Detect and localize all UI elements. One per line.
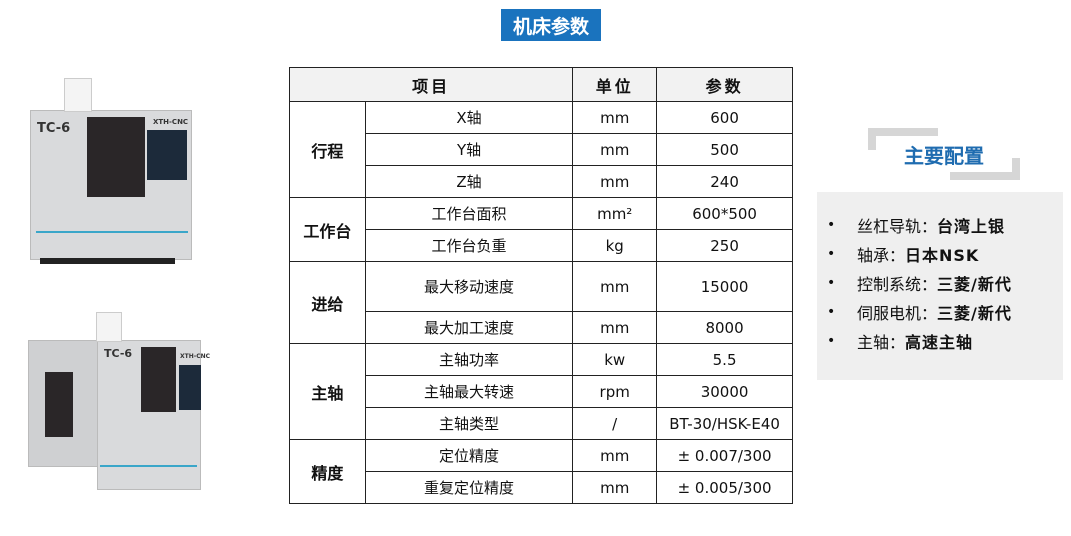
group-label: 行程 (289, 101, 366, 198)
config-value: 三菱/新代 (937, 303, 1012, 323)
table-row: Z轴 mm 240 (290, 165, 793, 198)
value-cell: 15000 (656, 261, 793, 312)
unit-cell: mm (572, 439, 658, 472)
header-value: 参数 (656, 67, 793, 102)
table-row: 行程 X轴 mm 600 (289, 101, 793, 198)
table-row: 进给 最大移动速度 mm 15000 (289, 261, 793, 344)
bracket-decoration (950, 172, 1020, 180)
item-cell: 最大移动速度 (364, 261, 574, 312)
unit-cell: mm (572, 133, 658, 166)
list-item: • 伺服电机： 三菱/新代 (827, 297, 1063, 326)
unit-cell: kw (572, 343, 658, 376)
list-item: • 丝杠导轨： 台湾上银 (827, 210, 1063, 239)
bullet-icon: • (827, 303, 836, 320)
item-cell: 主轴功率 (364, 343, 574, 376)
bullet-icon: • (827, 245, 836, 262)
page-title: 机床参数 (501, 9, 601, 41)
list-item: • 轴承： 日本NSK (827, 239, 1063, 268)
value-cell: ± 0.005/300 (656, 471, 793, 504)
header-unit: 单位 (572, 67, 658, 102)
item-cell: 重复定位精度 (364, 471, 574, 504)
table-header-row: 项目 单位 参数 (288, 67, 793, 102)
config-title: 主要配置 (904, 144, 984, 168)
header-item: 项目 (288, 67, 574, 102)
config-label: 主轴： (857, 332, 906, 352)
group-label: 工作台 (289, 197, 366, 262)
bullet-icon: • (827, 332, 836, 349)
bracket-decoration (868, 128, 876, 150)
bracket-decoration (1012, 158, 1020, 180)
table-row: 主轴最大转速 rpm 30000 (290, 375, 793, 408)
spec-table: 项目 单位 参数 行程 X轴 mm 600 Y轴 mm 500 Z轴 mm 240 工作台 工作… (288, 67, 793, 504)
item-cell: 最大加工速度 (364, 311, 574, 344)
item-cell: 主轴最大转速 (364, 375, 574, 408)
group-label: 主轴 (289, 343, 366, 440)
value-cell: 600 (656, 101, 793, 134)
value-cell: 250 (656, 229, 793, 262)
value-cell: 30000 (656, 375, 793, 408)
table-row: 最大加工速度 mm 8000 (290, 311, 793, 344)
unit-cell: mm (572, 261, 658, 312)
table-row: Y轴 mm 500 (290, 133, 793, 166)
value-cell: 8000 (656, 311, 793, 344)
item-cell: Z轴 (364, 165, 574, 198)
unit-cell: mm (572, 165, 658, 198)
item-cell: 定位精度 (364, 439, 574, 472)
config-label: 丝杠导轨： (857, 216, 938, 236)
table-row: 主轴类型 / BT-30/HSK-E40 (290, 407, 793, 440)
list-item: • 控制系统： 三菱/新代 (827, 268, 1063, 297)
config-label: 轴承： (857, 245, 906, 265)
unit-cell: kg (572, 229, 658, 262)
value-cell: 240 (656, 165, 793, 198)
unit-cell: mm² (572, 197, 658, 230)
bracket-decoration (868, 128, 938, 136)
config-value: 日本NSK (905, 245, 980, 265)
bullet-icon: • (827, 274, 836, 291)
config-value: 三菱/新代 (937, 274, 1012, 294)
config-value: 台湾上银 (937, 216, 1006, 236)
config-heading: 主要配置 (868, 128, 1020, 180)
config-value: 高速主轴 (905, 332, 974, 352)
item-cell: 工作台面积 (364, 197, 574, 230)
table-row: 精度 定位精度 mm ± 0.007/300 (289, 439, 793, 504)
value-cell: ± 0.007/300 (656, 439, 793, 472)
config-panel: • 丝杠导轨： 台湾上银 • 轴承： 日本NSK • 控制系统： 三菱/新代 • 伺服电机：三… (817, 192, 1063, 380)
group-label: 进给 (289, 261, 366, 344)
item-cell: 工作台负重 (364, 229, 574, 262)
unit-cell: / (572, 407, 658, 440)
item-cell: Y轴 (364, 133, 574, 166)
list-item: • 主轴： 高速主轴 (827, 326, 1063, 355)
group-label: 精度 (289, 439, 366, 504)
value-cell: BT-30/HSK-E40 (656, 407, 793, 440)
table-row: 重复定位精度 mm ± 0.005/300 (290, 471, 793, 504)
table-row: 工作台 工作台面积 mm² 600*500 (289, 197, 793, 262)
unit-cell: mm (572, 311, 658, 344)
value-cell: 500 (656, 133, 793, 166)
item-cell: 主轴类型 (364, 407, 574, 440)
config-label: 控制系统： (857, 274, 938, 294)
table-row: 主轴 主轴功率 kw 5.5 (289, 343, 793, 440)
bullet-icon: • (827, 216, 836, 233)
item-cell: X轴 (364, 101, 574, 134)
unit-cell: mm (572, 471, 658, 504)
unit-cell: mm (572, 101, 658, 134)
unit-cell: rpm (572, 375, 658, 408)
config-label: 伺服电机： (857, 303, 938, 323)
table-row: 工作台负重 kg 250 (290, 229, 793, 262)
config-list: • 丝杠导轨： 台湾上银 • 轴承： 日本NSK • 控制系统： 三菱/新代 • 伺服电机：三… (817, 192, 1063, 355)
value-cell: 600*500 (656, 197, 793, 230)
value-cell: 5.5 (656, 343, 793, 376)
